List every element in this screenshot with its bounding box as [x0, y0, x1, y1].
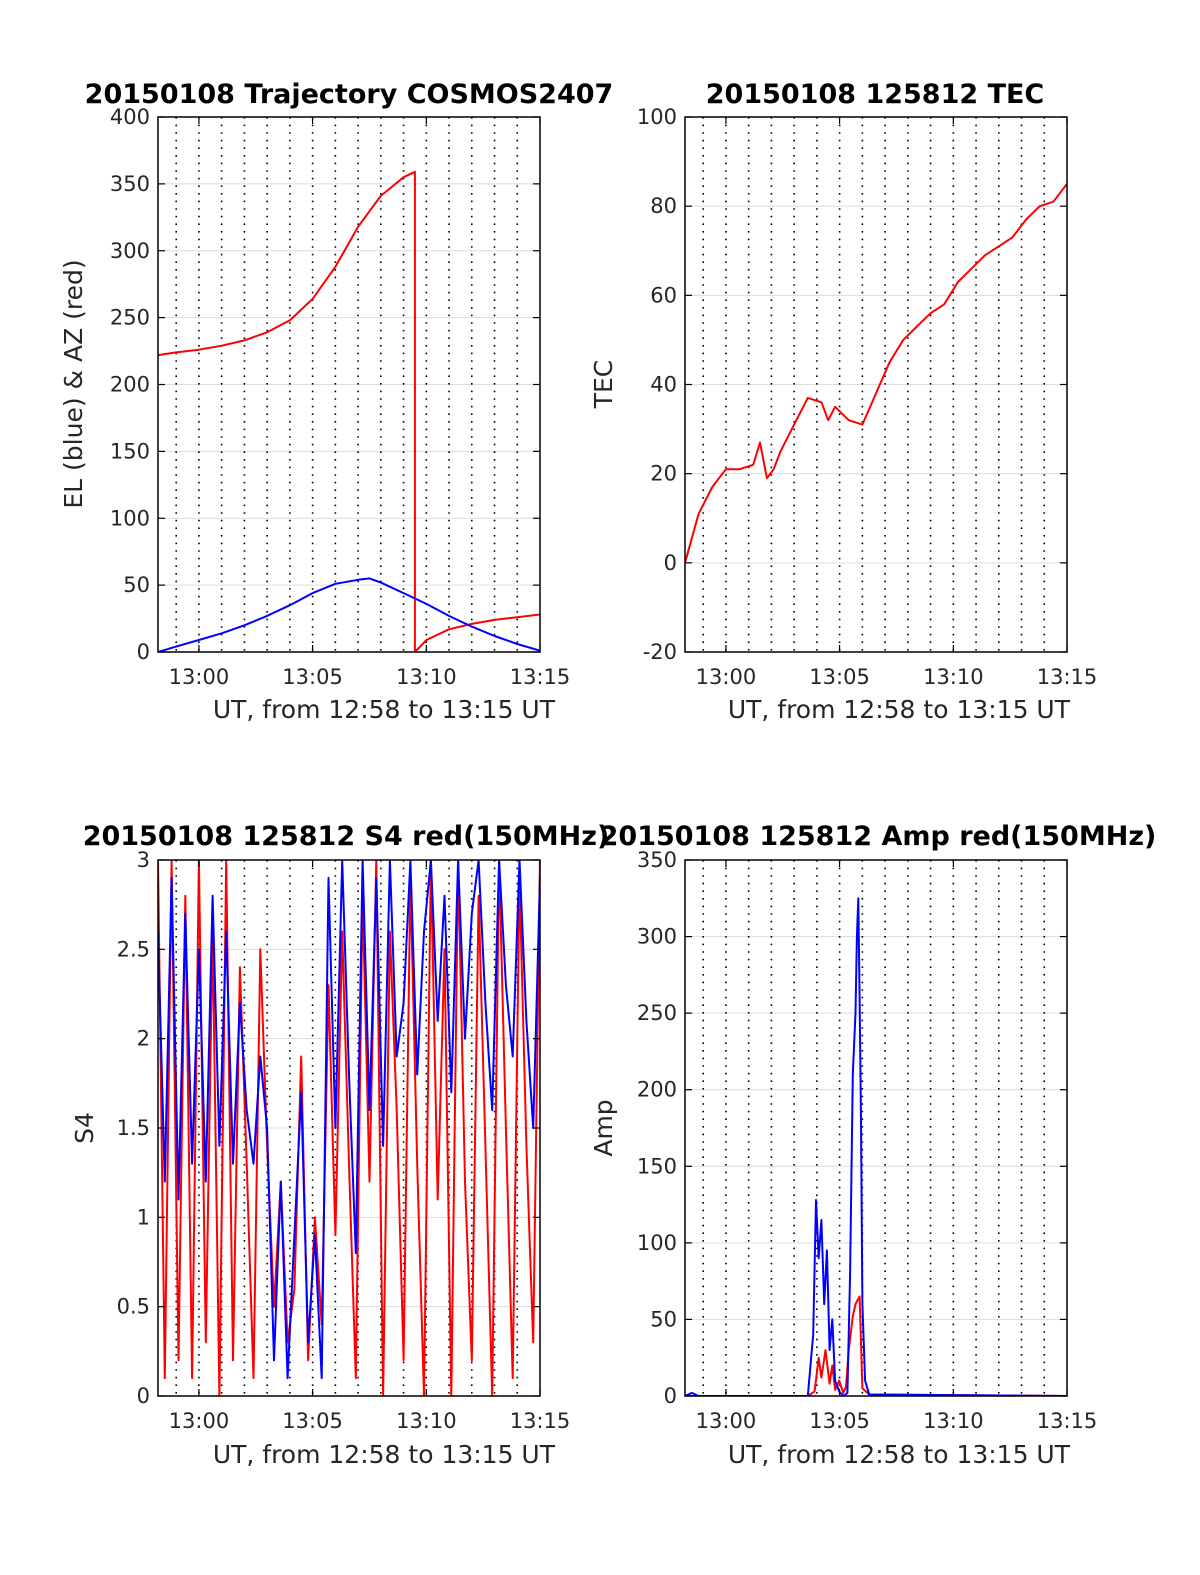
- y-tick-label: 3: [137, 848, 150, 872]
- y-tick-label: 250: [110, 306, 150, 330]
- series-line-blue: [158, 860, 540, 1380]
- y-axis-label: Amp: [589, 1099, 618, 1156]
- y-tick-label: 2.5: [117, 937, 150, 961]
- y-tick-label: 300: [637, 925, 677, 949]
- x-tick-label: 13:10: [923, 665, 984, 689]
- x-tick-label: 13:15: [1037, 665, 1098, 689]
- y-tick-label: 60: [650, 283, 677, 307]
- y-tick-label: 200: [110, 373, 150, 397]
- x-tick-label: 13:15: [510, 1409, 571, 1433]
- y-tick-label: 100: [637, 105, 677, 129]
- x-tick-label: 13:15: [1037, 1409, 1098, 1433]
- series-line-red: [685, 183, 1067, 564]
- x-axis-label: UT, from 12:58 to 13:15 UT: [213, 1440, 556, 1469]
- y-tick-label: 250: [637, 1001, 677, 1025]
- y-tick-label: 0: [137, 1384, 150, 1408]
- y-tick-label: 1: [137, 1205, 150, 1229]
- y-tick-label: 350: [637, 848, 677, 872]
- x-tick-label: 13:05: [282, 1409, 343, 1433]
- y-tick-label: 100: [637, 1231, 677, 1255]
- y-tick-label: 200: [637, 1078, 677, 1102]
- x-tick-label: 13:10: [396, 1409, 457, 1433]
- x-axis-label: UT, from 12:58 to 13:15 UT: [728, 1440, 1071, 1469]
- y-tick-label: 50: [123, 573, 150, 597]
- y-tick-label: 40: [650, 373, 677, 397]
- panel-tec: -20 0 20 40 60 80 100 13:00 13:05 13:10 13:15 20150…: [589, 79, 1097, 724]
- series-group: [158, 860, 540, 1396]
- x-tick-label: 13:05: [282, 665, 343, 689]
- series-line-red: [158, 860, 540, 1396]
- y-tick-label: 2: [137, 1027, 150, 1051]
- x-tick-label: 13:05: [809, 1409, 870, 1433]
- y-tick-label: 150: [110, 439, 150, 463]
- y-tick-label: 400: [110, 105, 150, 129]
- y-tick-label: 350: [110, 172, 150, 196]
- x-tick-label: 13:00: [696, 1409, 757, 1433]
- series-line-red: [685, 1295, 1067, 1396]
- y-axis-label: S4: [70, 1112, 99, 1144]
- y-tick-label: 20: [650, 462, 677, 486]
- x-tick-label: 13:00: [169, 1409, 230, 1433]
- panel-title: 20150108 Trajectory COSMOS2407: [85, 79, 614, 110]
- y-tick-label: -20: [643, 640, 677, 664]
- panel-s4: 0 0.5 1 1.5 2 2.5 3 13:00 13:05 13:10 13:15 2015010…: [70, 821, 609, 1469]
- y-tick-label: 0: [137, 640, 150, 664]
- y-tick-label: 50: [650, 1307, 677, 1331]
- series-line-blue: [158, 577, 540, 652]
- plot-area: [685, 860, 1067, 1396]
- y-tick-label: 300: [110, 239, 150, 263]
- series-group: [685, 183, 1067, 564]
- y-axis-label: EL (blue) & AZ (red): [59, 259, 88, 508]
- x-tick-label: 13:00: [696, 665, 757, 689]
- axes-box: [684, 859, 1068, 1397]
- panel-title: 20150108 125812 Amp red(150MHz): [600, 821, 1157, 852]
- panel-title: 20150108 125812 TEC: [706, 79, 1045, 110]
- y-tick-label: 150: [637, 1154, 677, 1178]
- y-tick-label: 0: [664, 551, 677, 575]
- series-group: [158, 170, 540, 652]
- x-tick-label: 13:00: [169, 665, 230, 689]
- panel-amp: 0 50 100 150 200 250 300 350 13:00 13:05 13:10 13:1…: [589, 821, 1156, 1469]
- y-axis-label: TEC: [589, 360, 618, 410]
- x-tick-label: 13:15: [510, 665, 571, 689]
- y-tick-label: 1.5: [117, 1116, 150, 1140]
- y-tick-label: 100: [110, 506, 150, 530]
- x-tick-label: 13:10: [396, 665, 457, 689]
- y-tick-label: 80: [650, 194, 677, 218]
- x-tick-label: 13:05: [809, 665, 870, 689]
- x-axis-label: UT, from 12:58 to 13:15 UT: [728, 695, 1071, 724]
- y-tick-label: 0: [664, 1384, 677, 1408]
- panel-trajectory: 0 50 100 150 200 250 300 350 400 13:00 13:05 13:10 1…: [59, 79, 613, 724]
- panel-title: 20150108 125812 S4 red(150MHz): [83, 821, 610, 852]
- x-tick-label: 13:10: [923, 1409, 984, 1433]
- x-axis-label: UT, from 12:58 to 13:15 UT: [213, 695, 556, 724]
- y-tick-label: 0.5: [117, 1295, 150, 1319]
